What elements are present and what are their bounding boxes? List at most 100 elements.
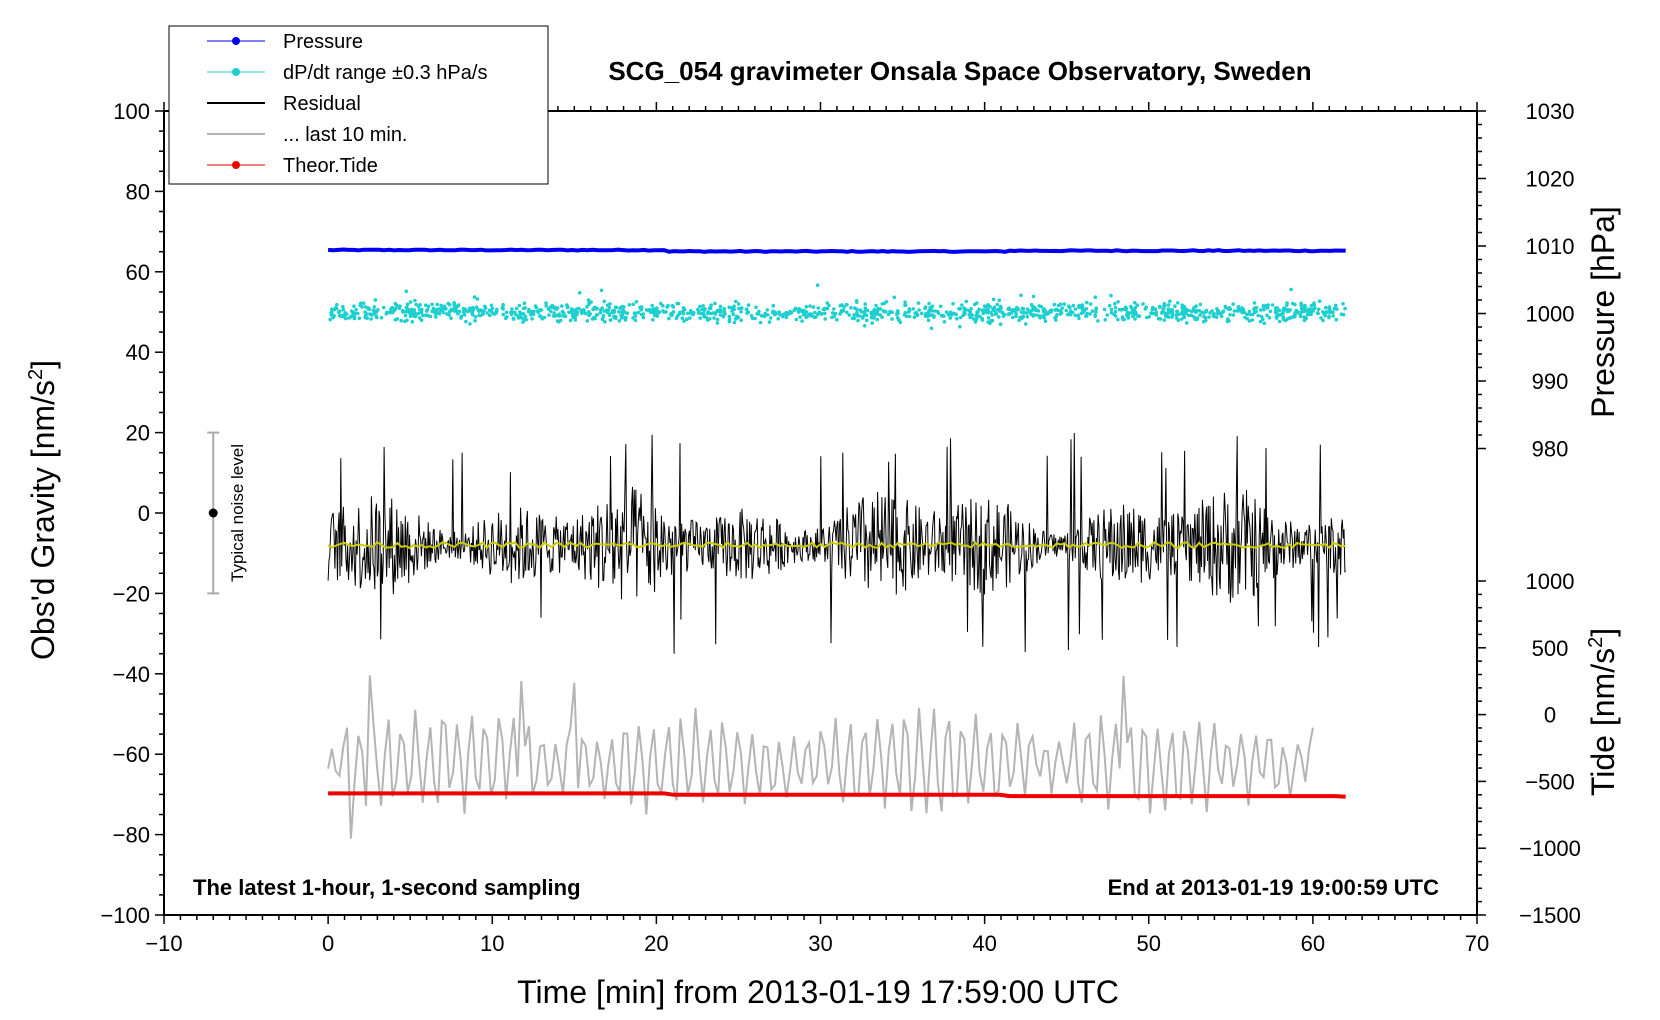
- dpdt-point: [501, 307, 506, 311]
- dpdt-point: [1055, 313, 1059, 317]
- dpdt-point: [544, 304, 548, 308]
- dpdt-point: [468, 322, 472, 326]
- dpdt-point: [933, 309, 938, 313]
- dpdt-point: [527, 307, 531, 312]
- dpdt-point: [830, 315, 834, 320]
- x-tick-label: 20: [644, 931, 668, 956]
- dpdt-point: [1202, 314, 1206, 319]
- dpdt-point: [808, 304, 812, 308]
- legend-label: Residual: [283, 93, 361, 115]
- dpdt-point: [1158, 305, 1162, 310]
- dpdt-point: [470, 310, 474, 314]
- dpdt-point: [408, 300, 413, 304]
- dpdt-point: [981, 311, 985, 316]
- dpdt-point: [1165, 311, 1170, 316]
- dpdt-point: [1135, 303, 1140, 308]
- dpdt-point: [718, 313, 723, 317]
- y-axis-title-left-main: Obs'd Gravity [nm/s: [25, 380, 61, 660]
- dpdt-point: [585, 304, 589, 309]
- dpdt-point: [1085, 300, 1089, 305]
- dpdt-point: [554, 307, 559, 312]
- dpdt-point: [1211, 313, 1215, 317]
- dpdt-point: [547, 313, 551, 317]
- dpdt-point: [627, 303, 632, 307]
- dpdt-point: [1270, 303, 1275, 307]
- dpdt-point: [1154, 310, 1159, 315]
- dpdt-point: [439, 303, 443, 308]
- x-tick-label: 10: [480, 931, 504, 956]
- dpdt-point: [1080, 304, 1085, 309]
- dpdt-point: [1334, 317, 1338, 322]
- dpdt-point: [753, 316, 757, 321]
- dpdt-point: [865, 308, 870, 313]
- dpdt-point: [1265, 313, 1269, 318]
- dpdt-point: [858, 308, 863, 313]
- dpdt-point: [811, 305, 816, 309]
- dpdt-point: [1282, 306, 1286, 311]
- dpdt-point: [465, 309, 470, 314]
- dpdt-point: [631, 302, 635, 307]
- dpdt-point: [639, 306, 644, 311]
- dpdt-point: [1000, 310, 1004, 314]
- dpdt-point: [1136, 314, 1140, 318]
- y-tick-label-left: 0: [138, 501, 150, 526]
- dpdt-point: [426, 304, 431, 309]
- dpdt-point: [537, 308, 542, 312]
- dpdt-point: [1258, 308, 1263, 312]
- x-tick-label: 70: [1465, 931, 1489, 956]
- dpdt-point: [1285, 317, 1289, 322]
- legend-label: ... last 10 min.: [283, 124, 408, 146]
- dpdt-point: [404, 309, 409, 314]
- dpdt-point: [1182, 313, 1186, 317]
- dpdt-point: [655, 314, 660, 318]
- dpdt-point: [798, 315, 802, 319]
- dpdt-point: [343, 316, 348, 321]
- dpdt-point: [1019, 310, 1024, 314]
- dpdt-point: [333, 306, 338, 310]
- dpdt-point: [930, 309, 935, 313]
- dpdt-point: [532, 309, 536, 314]
- dpdt-point: [1292, 315, 1297, 319]
- dpdt-point: [513, 312, 518, 317]
- dpdt-point: [1077, 316, 1081, 321]
- dpdt-point: [393, 301, 398, 306]
- dpdt-point: [592, 305, 597, 310]
- dpdt-point: [509, 310, 513, 315]
- dpdt-point: [770, 310, 775, 315]
- dpdt-point: [1162, 318, 1167, 322]
- dpdt-point: [585, 319, 590, 323]
- y-tick-label-left: 80: [126, 179, 150, 204]
- dpdt-point: [475, 297, 480, 301]
- dpdt-point: [888, 310, 892, 315]
- dpdt-point: [622, 305, 626, 309]
- dpdt-point: [804, 304, 809, 309]
- dpdt-point: [702, 308, 706, 313]
- dpdt-point: [1062, 302, 1066, 306]
- dpdt-point: [603, 320, 607, 324]
- dpdt-point: [471, 305, 475, 310]
- annotation-right: End at 2013-01-19 19:00:59 UTC: [1108, 875, 1439, 900]
- dpdt-point: [997, 315, 1001, 319]
- dpdt-point: [631, 316, 635, 320]
- legend-swatch-marker: [232, 37, 240, 45]
- dpdt-point: [1109, 307, 1114, 312]
- dpdt-point: [708, 311, 713, 316]
- dpdt-point: [598, 311, 603, 315]
- dpdt-point: [441, 307, 445, 311]
- dpdt-point: [634, 300, 639, 304]
- dpdt-point: [991, 297, 996, 302]
- dpdt-point: [1180, 303, 1184, 308]
- y-tick-label-pressure: 1010: [1526, 234, 1575, 259]
- dpdt-point: [825, 306, 830, 311]
- dpdt-point: [994, 311, 999, 316]
- dpdt-point: [633, 314, 638, 318]
- dpdt-point: [446, 301, 451, 306]
- dpdt-point: [434, 310, 439, 315]
- dpdt-point: [895, 316, 900, 320]
- dpdt-point: [873, 310, 877, 315]
- dpdt-point: [1277, 319, 1282, 324]
- dpdt-point: [449, 309, 453, 313]
- dpdt-point: [617, 319, 622, 323]
- y-tick-label-left: −100: [100, 903, 150, 928]
- dpdt-point: [501, 312, 506, 317]
